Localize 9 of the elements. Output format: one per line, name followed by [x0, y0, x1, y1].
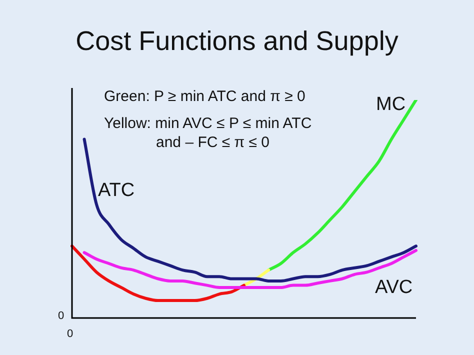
annotation: Green: P ≥ min ATC and π ≥ 0 [104, 88, 306, 105]
series-label: MC [376, 94, 406, 116]
text: 0 [58, 310, 64, 322]
series-label: AVC [375, 277, 413, 299]
text: 0 [67, 328, 74, 340]
chart-title: Cost Functions and Supply [74, 26, 400, 57]
annotation: Yellow: min AVC ≤ P ≤ min ATC [104, 115, 312, 132]
annotation: and – FC ≤ π ≤ 0 [156, 134, 270, 151]
series-label: ATC [98, 180, 135, 202]
